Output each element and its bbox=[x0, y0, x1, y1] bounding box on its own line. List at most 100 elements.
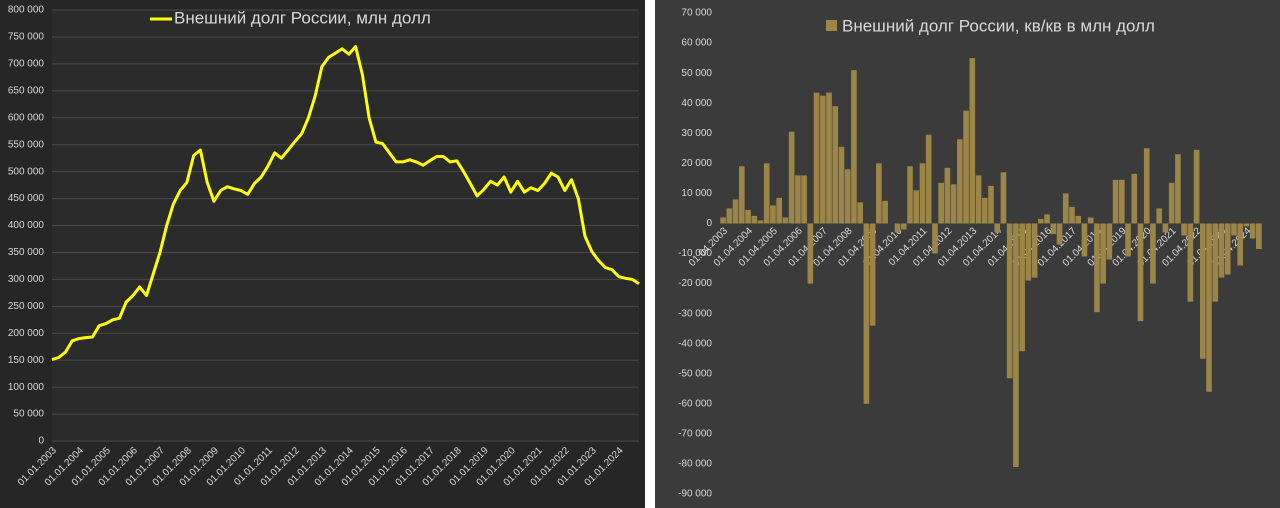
y-tick-label: -30 000 bbox=[678, 308, 712, 319]
bar bbox=[1143, 148, 1150, 224]
bar bbox=[1044, 214, 1050, 224]
bar bbox=[1181, 223, 1187, 236]
y-tick-label: 350 000 bbox=[8, 247, 45, 258]
bar bbox=[776, 197, 782, 224]
y-tick-label: 70 000 bbox=[681, 8, 712, 19]
bar bbox=[1249, 223, 1256, 239]
bar bbox=[1019, 223, 1025, 352]
bar bbox=[732, 199, 739, 224]
bar bbox=[813, 92, 820, 224]
y-tick-label: 200 000 bbox=[8, 328, 45, 339]
bar bbox=[1212, 223, 1219, 302]
legend-swatch bbox=[826, 20, 837, 31]
bar bbox=[1175, 154, 1181, 224]
bar bbox=[757, 220, 764, 224]
bar bbox=[925, 134, 932, 224]
bar bbox=[1094, 223, 1100, 313]
bar bbox=[957, 139, 963, 224]
y-tick-label: -20 000 bbox=[678, 278, 712, 289]
y-tick-label: -70 000 bbox=[678, 429, 712, 440]
bar bbox=[981, 197, 988, 224]
bar bbox=[1069, 206, 1075, 224]
bar bbox=[1193, 149, 1200, 224]
bar bbox=[1206, 223, 1212, 392]
y-tick-label: 450 000 bbox=[8, 193, 45, 204]
bar bbox=[1187, 223, 1194, 302]
bar bbox=[819, 95, 826, 224]
bar bbox=[919, 163, 926, 224]
y-tick-label: -90 000 bbox=[678, 489, 712, 500]
bar bbox=[1162, 223, 1169, 233]
legend-text: Внешний долг России, млн долл bbox=[174, 8, 431, 27]
y-tick-label: 600 000 bbox=[8, 112, 45, 123]
bar bbox=[1100, 223, 1106, 284]
bar bbox=[988, 185, 994, 224]
y-tick-label: 0 bbox=[38, 436, 44, 447]
y-tick-label: 30 000 bbox=[681, 128, 712, 139]
bar bbox=[975, 175, 982, 224]
bar bbox=[726, 208, 733, 224]
bar bbox=[838, 146, 845, 224]
bar bbox=[1038, 218, 1044, 224]
y-tick-label: 50 000 bbox=[13, 409, 44, 420]
bar bbox=[1062, 193, 1069, 224]
y-tick-label: 400 000 bbox=[8, 220, 45, 231]
y-tick-label: 20 000 bbox=[681, 158, 712, 169]
bar bbox=[869, 223, 876, 326]
y-tick-label: 500 000 bbox=[8, 166, 45, 177]
y-tick-label: 10 000 bbox=[681, 188, 712, 199]
y-tick-label: -40 000 bbox=[678, 338, 712, 349]
bar bbox=[1156, 208, 1163, 224]
bar bbox=[1075, 215, 1082, 224]
y-tick-label: 60 000 bbox=[681, 38, 712, 49]
bar bbox=[788, 131, 795, 224]
bar bbox=[1131, 173, 1138, 224]
y-tick-label: 300 000 bbox=[8, 274, 45, 285]
y-tick-label: 650 000 bbox=[8, 85, 45, 96]
bar bbox=[1106, 223, 1113, 260]
y-tick-label: -80 000 bbox=[678, 459, 712, 470]
bar bbox=[932, 223, 938, 254]
bar bbox=[1025, 223, 1032, 281]
bar bbox=[745, 209, 751, 224]
y-tick-label: 150 000 bbox=[8, 355, 45, 366]
bar bbox=[963, 110, 969, 224]
bar bbox=[938, 182, 944, 224]
bar bbox=[1112, 179, 1119, 224]
bar bbox=[720, 217, 726, 224]
bar bbox=[1200, 223, 1206, 359]
y-tick-label: 50 000 bbox=[681, 68, 712, 79]
bar bbox=[1168, 182, 1175, 224]
bar bbox=[900, 223, 907, 230]
bar bbox=[1243, 223, 1250, 227]
y-tick-label: -10 000 bbox=[678, 248, 712, 259]
y-tick-label: 250 000 bbox=[8, 301, 45, 312]
y-tick-label: 800 000 bbox=[8, 5, 45, 16]
y-tick-label: 40 000 bbox=[681, 98, 712, 109]
bar bbox=[882, 200, 888, 224]
bar bbox=[876, 163, 882, 224]
bar bbox=[1150, 223, 1156, 284]
bar bbox=[1056, 223, 1063, 245]
bar bbox=[863, 223, 870, 404]
bar bbox=[1050, 223, 1057, 234]
y-tick-label: -50 000 bbox=[678, 368, 712, 379]
bar bbox=[1237, 223, 1243, 266]
bar bbox=[907, 166, 913, 224]
bar bbox=[894, 223, 901, 233]
bar bbox=[1256, 223, 1262, 249]
bar bbox=[1218, 223, 1225, 278]
bar bbox=[913, 190, 920, 224]
bar bbox=[1137, 223, 1144, 322]
bar bbox=[857, 202, 863, 224]
bar bbox=[807, 223, 814, 284]
bar bbox=[1006, 223, 1013, 379]
right-panel bbox=[655, 0, 1280, 508]
bar bbox=[950, 184, 957, 224]
bar bbox=[1231, 223, 1237, 236]
bar bbox=[795, 175, 801, 224]
bar bbox=[1125, 223, 1131, 257]
y-tick-label: 700 000 bbox=[8, 59, 45, 70]
bar bbox=[826, 92, 832, 224]
